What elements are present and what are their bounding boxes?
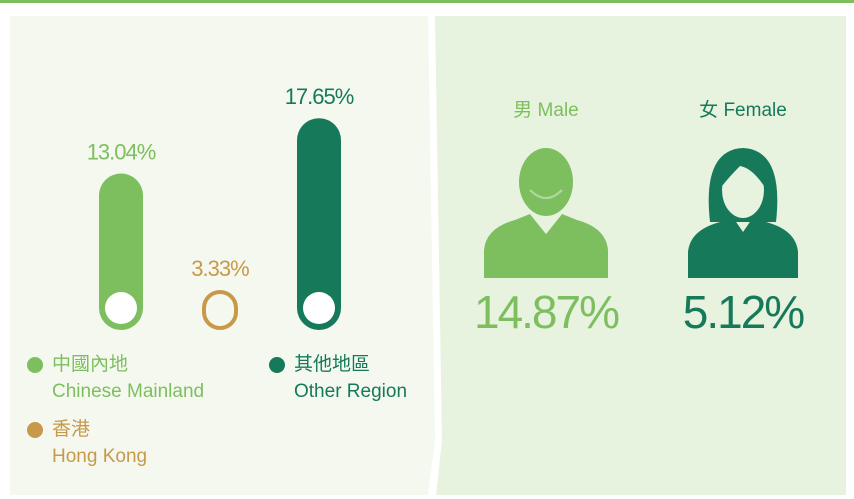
legend-label-en: Other Region	[294, 381, 407, 402]
legend-label: 香港	[52, 418, 90, 440]
value-label: 13.04%	[87, 139, 156, 164]
legend-dot	[27, 422, 43, 438]
legend-label: 其他地區	[294, 353, 370, 375]
right-panel	[435, 16, 846, 495]
value-label: 5.12%	[683, 286, 805, 338]
legend-label-en: Chinese Mainland	[52, 381, 204, 402]
bar-cap	[303, 292, 335, 324]
value-label: 3.33%	[191, 256, 249, 281]
female-icon	[688, 148, 798, 278]
bar-cap	[105, 292, 137, 324]
bar	[297, 118, 341, 330]
legend-dot	[269, 357, 285, 373]
legend-label: 中國內地	[52, 353, 128, 375]
value-label: 17.65%	[285, 84, 354, 109]
bar	[202, 290, 238, 331]
value-label: 14.87%	[474, 286, 619, 338]
category-label: 男 Male	[513, 100, 578, 121]
bar	[99, 173, 143, 330]
top-rule	[0, 0, 854, 3]
category-label: 女 Female	[699, 99, 787, 121]
legend-dot	[27, 357, 43, 373]
male-icon	[484, 148, 608, 278]
legend-label-en: Hong Kong	[52, 446, 147, 467]
